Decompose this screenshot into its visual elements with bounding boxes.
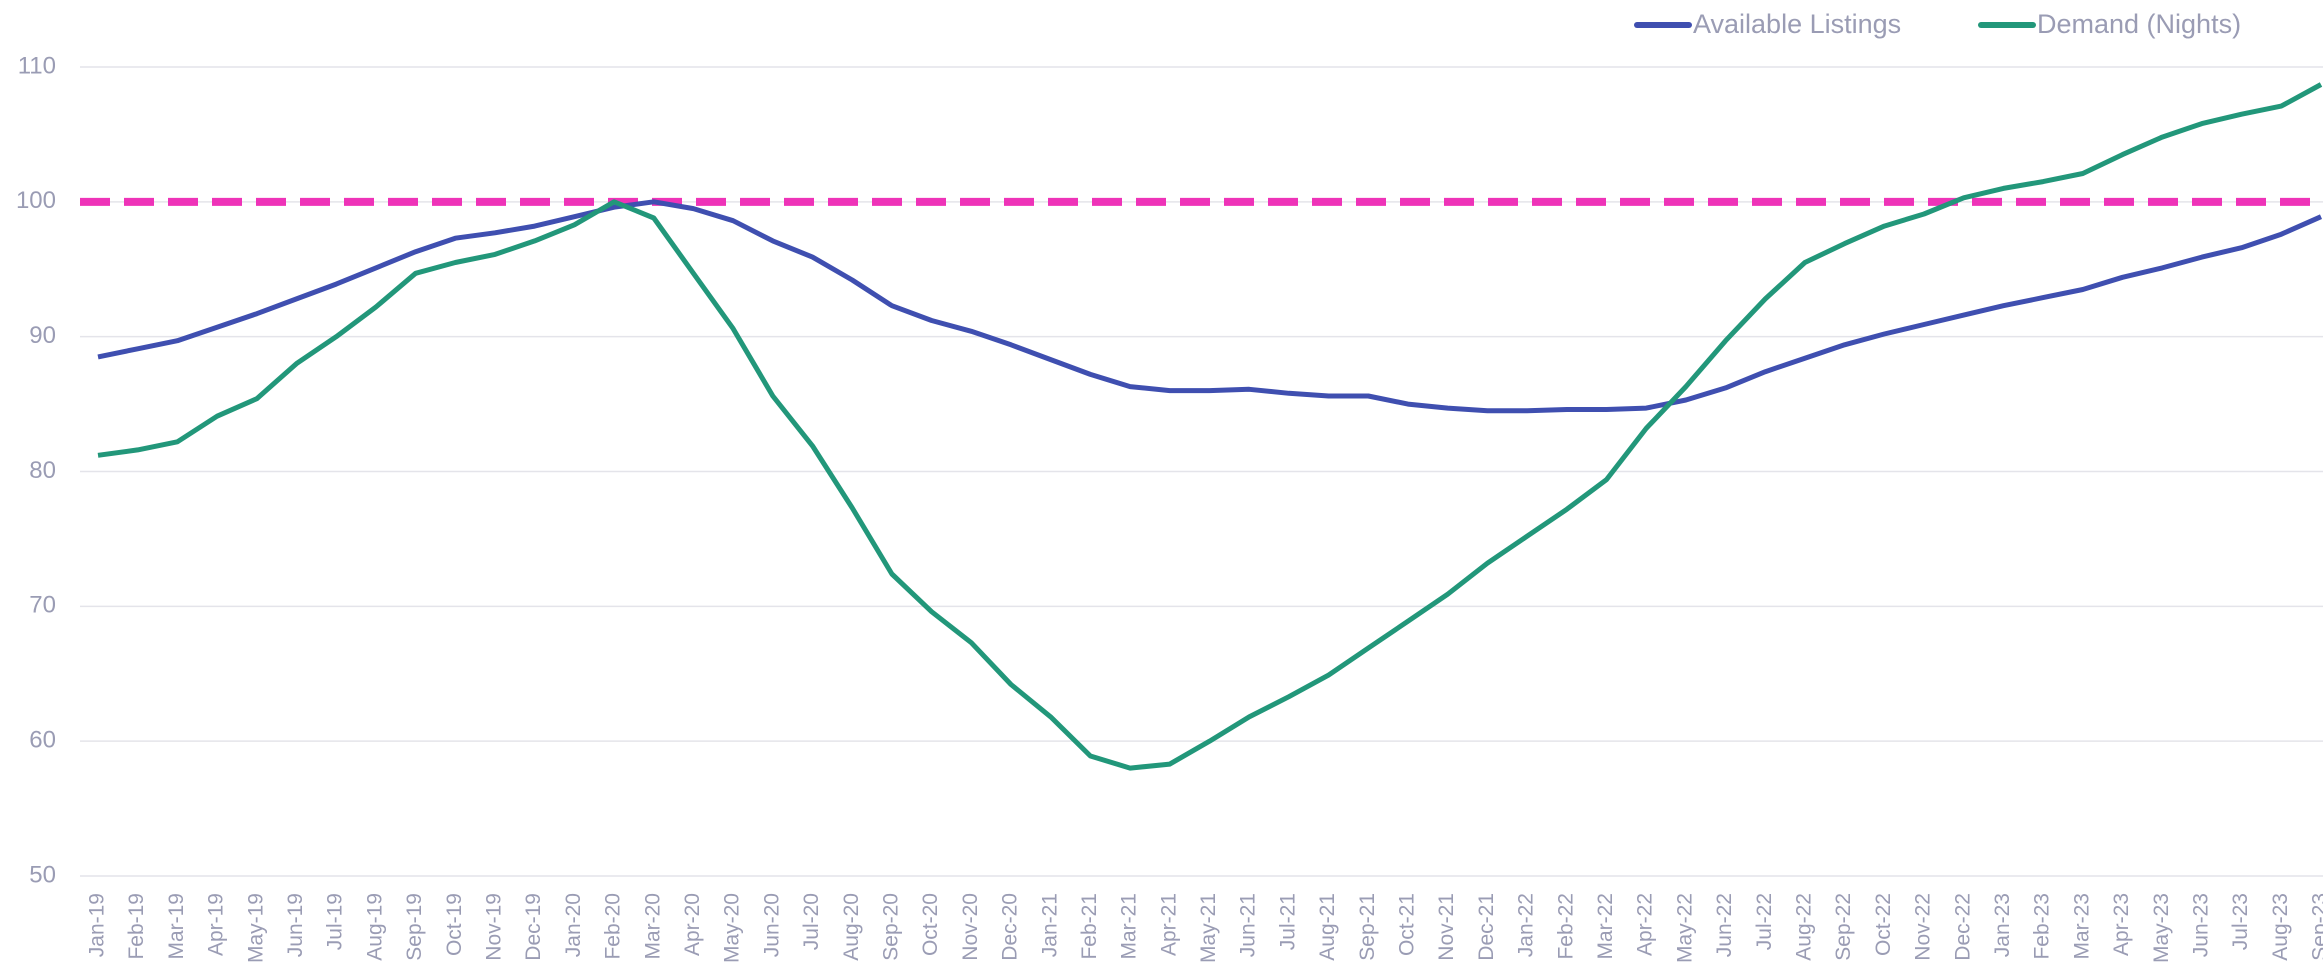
x-tick-label: Mar-21: [1118, 893, 1141, 960]
x-tick-label: Jun-19: [284, 893, 307, 957]
x-tick-label: Dec-22: [1951, 893, 1974, 961]
x-tick-label: Aug-19: [363, 893, 386, 961]
x-tick-label: Jun-20: [760, 893, 783, 957]
x-tick-label: Aug-23: [2269, 893, 2292, 961]
x-tick-label: Aug-20: [840, 893, 863, 961]
x-tick-label: Sep-23: [2309, 893, 2323, 961]
x-tick-label: Mar-23: [2070, 893, 2093, 960]
x-tick-label: Jan-19: [86, 893, 109, 957]
x-tick-label: Mar-20: [641, 893, 664, 960]
legend-label: Available Listings: [1693, 9, 1901, 39]
x-tick-label: Oct-20: [919, 893, 942, 956]
x-tick-label: May-22: [1673, 893, 1696, 963]
x-tick-label: Feb-21: [1078, 893, 1101, 960]
y-tick-label: 100: [16, 187, 56, 214]
x-tick-label: Apr-21: [1157, 893, 1180, 956]
x-tick-label: Feb-19: [125, 893, 148, 960]
y-tick-label: 90: [29, 322, 56, 349]
x-tick-label: Nov-19: [483, 893, 506, 961]
x-tick-label: May-20: [721, 893, 744, 963]
x-tick-label: Feb-20: [602, 893, 625, 960]
x-tick-label: Dec-19: [522, 893, 545, 961]
x-tick-label: Apr-23: [2110, 893, 2133, 956]
x-tick-label: Sep-22: [1832, 893, 1855, 961]
x-tick-label: Jul-23: [2229, 893, 2252, 950]
x-tick-label: Dec-20: [999, 893, 1022, 961]
x-tick-label: Jan-21: [1038, 893, 1061, 957]
y-tick-label: 50: [29, 861, 56, 888]
x-tick-label: May-19: [244, 893, 267, 963]
x-tick-label: Jun-23: [2189, 893, 2212, 957]
x-tick-label: Apr-19: [205, 893, 228, 956]
data-line: [97, 199, 2323, 414]
legend-label: Demand (Nights): [2037, 9, 2241, 39]
y-tick-label: 80: [29, 457, 56, 484]
x-tick-label: Jul-20: [800, 893, 823, 950]
x-tick-label: Aug-21: [1316, 893, 1339, 961]
x-tick-label: Feb-23: [2031, 893, 2054, 960]
x-tick-label: Nov-20: [959, 893, 982, 961]
x-tick-label: Dec-21: [1475, 893, 1498, 961]
x-tick-label: Sep-20: [879, 893, 902, 961]
x-tick-label: Jul-19: [324, 893, 347, 950]
x-tick-label: Apr-22: [1634, 893, 1657, 956]
x-tick-label: Jun-22: [1713, 893, 1736, 957]
data-line: [97, 82, 2323, 771]
x-tick-label: May-23: [2150, 893, 2173, 963]
x-tick-label: Jun-21: [1237, 893, 1260, 957]
x-tick-label: Jul-21: [1276, 893, 1299, 950]
x-tick-label: Jan-20: [562, 893, 585, 957]
x-tick-label: Jan-22: [1515, 893, 1538, 957]
x-tick-label: Aug-22: [1792, 893, 1815, 961]
x-tick-label: Mar-19: [165, 893, 188, 960]
x-tick-label: Nov-22: [1912, 893, 1935, 961]
y-tick-label: 110: [18, 52, 56, 79]
x-tick-label: Oct-19: [443, 893, 466, 956]
y-tick-label: 70: [29, 592, 56, 619]
x-tick-label: Jul-22: [1753, 893, 1776, 950]
x-tick-label: Nov-21: [1435, 893, 1458, 961]
x-tick-label: Apr-20: [681, 893, 704, 956]
x-tick-label: Oct-22: [1872, 893, 1895, 956]
y-tick-label: 60: [29, 727, 56, 754]
x-tick-label: Jan-23: [1991, 893, 2014, 957]
x-tick-label: May-21: [1197, 893, 1220, 963]
x-tick-label: Mar-22: [1594, 893, 1617, 960]
x-tick-label: Oct-21: [1396, 893, 1419, 956]
x-tick-label: Sep-21: [1356, 893, 1379, 961]
x-tick-label: Feb-22: [1554, 893, 1577, 960]
x-tick-label: Sep-19: [403, 893, 426, 961]
